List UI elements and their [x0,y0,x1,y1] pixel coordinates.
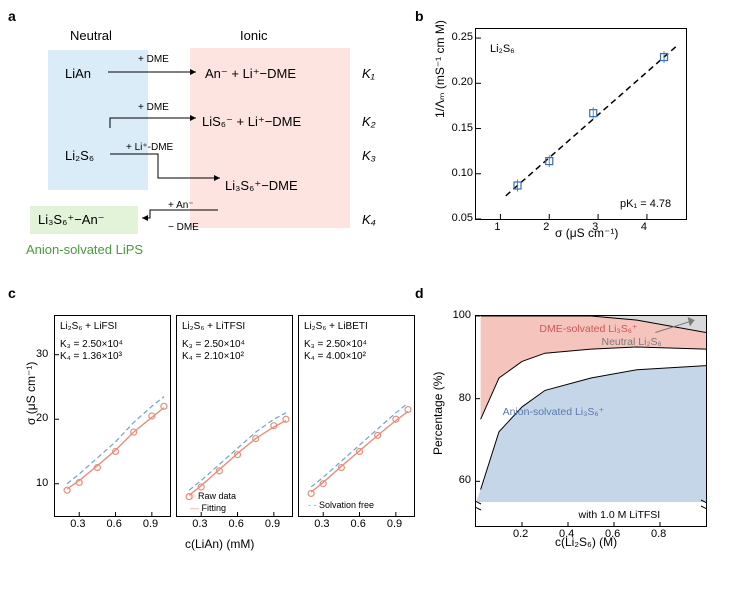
chart-d-ytick: 60 [451,474,471,486]
species-Li2S6: Li₂S₆ [65,148,94,163]
k4-label: K₄ [362,212,376,227]
panel-a: Neutral Ionic LiAn An⁻ + Li⁺−DME LiS₆⁻ +… [30,18,380,248]
species-Li3S6-An: Li₃S₆⁺−An⁻ [38,212,105,228]
chart-c-xlabel: c(LiAn) (mM) [185,537,254,551]
chart-c-xtick: 0.3 [192,518,207,530]
subplot-k3: K₃ = 2.50×10⁴ [304,339,367,350]
arrow-k4-label-bot: − DME [168,222,199,233]
chart-c-xtick: 0.3 [314,518,329,530]
arrow-k1 [108,62,203,82]
chart-d-ytick: 100 [451,309,471,321]
k1-label: K₁ [362,66,375,81]
chart-b-xtick: 4 [641,221,647,233]
species-Li3S6-DME: Li₃S₆⁺−DME [225,178,298,194]
species-An-Li-DME: An⁻ + Li⁺−DME [205,66,296,82]
panel-b: 1/Λₘ (mS⁻¹ cm M) σ (μS cm⁻¹) Li₂S₆ pK₁ =… [425,18,705,248]
k2-label: K₂ [362,114,376,129]
chart-b-ytick: 0.15 [443,122,473,134]
panel-a-label: a [8,8,16,24]
chart-b-pk: pK₁ = 4.78 [620,198,671,210]
k3-label: K₃ [362,148,376,163]
chart-d-xtick: 0.2 [513,528,528,540]
legend-raw-fit: ○ Raw data― Fitting [190,490,236,514]
panel-c: σ (μS cm⁻¹) c(LiAn) (mM) Li₂S₆ + LiFSIK₃… [30,295,410,575]
panel-c-label: c [8,285,16,301]
chart-c-xtick: 0.6 [351,518,366,530]
panel-d-label: d [415,285,424,301]
chart-c-xtick: 0.3 [70,518,85,530]
subplot-title: Li₂S₆ + LiFSI [60,321,117,332]
chart-c-xtick: 0.9 [265,518,280,530]
chart-b-ytick: 0.10 [443,167,473,179]
chart-b-xtick: 2 [543,221,549,233]
chart-b-ytick: 0.25 [443,31,473,43]
figure-root: a Neutral Ionic LiAn An⁻ + Li⁺−DME LiS₆⁻… [0,0,747,610]
panel-b-label: b [415,8,424,24]
chart-c-ytick: 20 [36,412,48,424]
subplot-k4: K₄ = 1.36×10³ [60,351,122,362]
chart-c-xtick: 0.9 [143,518,158,530]
chart-b-ytick: 0.05 [443,212,473,224]
arrow-k1-label: + DME [138,54,169,65]
chart-c-xtick: 0.9 [387,518,402,530]
arrow-k2-label: + DME [138,102,169,113]
chart-d-xtick: 0.6 [605,528,620,540]
chart-d [475,315,707,527]
legend-solvfree: - - Solvation free [308,500,374,510]
with-label: with 1.0 M LiTFSI [579,509,661,521]
chart-b-xlabel: σ (μS cm⁻¹) [555,226,618,240]
chart-c-xtick: 0.6 [107,518,122,530]
chart-b-xtick: 3 [592,221,598,233]
chart-d-ytick: 80 [451,392,471,404]
arrow-k3-label: + Li⁺-DME [126,142,173,153]
arrow-k4-label-top: + An⁻ [168,200,194,211]
subplot-k3: K₃ = 2.50×10⁴ [60,339,123,350]
subplot-title: Li₂S₆ + LiTFSI [182,321,245,332]
region-label-neutral: Neutral Li₂S₆ [602,336,662,348]
chart-d-xtick: 0.4 [559,528,574,540]
chart-c-ytick: 30 [36,348,48,360]
region-label-anion: Anion-solvated Li₃S₆⁺ [503,406,605,418]
chart-b-ytick: 0.20 [443,76,473,88]
chart-b-xtick: 1 [494,221,500,233]
chart-d-ylabel: Percentage (%) [431,372,445,455]
chart-c-xtick: 0.6 [229,518,244,530]
species-LiS6-Li-DME: LiS₆⁻ + Li⁺−DME [202,114,301,130]
subplot-title: Li₂S₆ + LiBETI [304,321,368,332]
chart-d-xtick: 0.8 [651,528,666,540]
arrow-k3 [108,150,228,186]
subplot-k3: K₃ = 2.50×10⁴ [182,339,245,350]
chart-c-ytick: 10 [36,477,48,489]
species-LiAn: LiAn [65,66,91,81]
panel-d: Percentage (%) c(Li₂S₆) (M) 6080100 0.20… [425,295,725,575]
chart-b [475,28,687,220]
region-label-dme: DME-solvated Li₃S₆⁺ [539,323,637,335]
subplot-k4: K₄ = 2.10×10² [182,351,244,362]
subplot-k4: K₄ = 4.00×10² [304,351,366,362]
anion-solvated-label: Anion-solvated LiPS [26,242,143,257]
chart-b-sample: Li₂S₆ [490,43,515,55]
